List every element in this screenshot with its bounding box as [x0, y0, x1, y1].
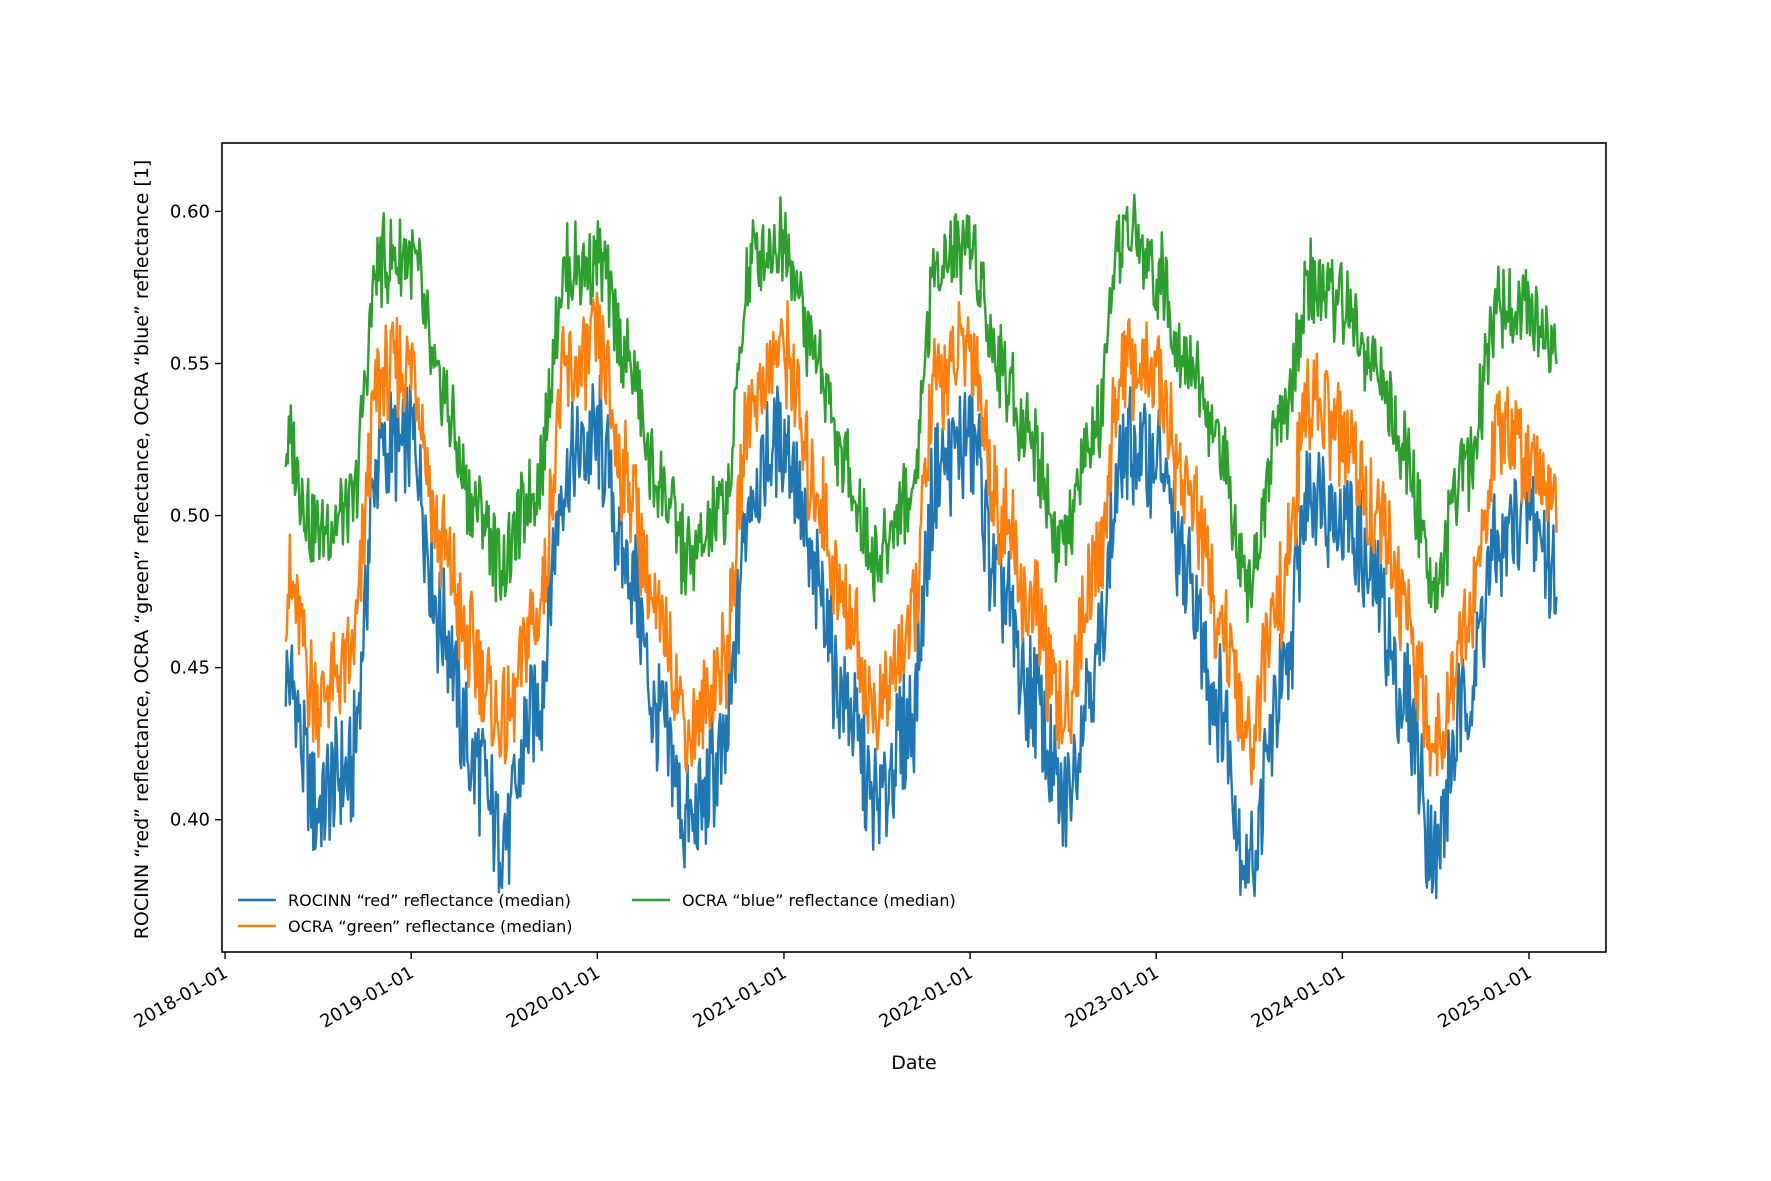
series-layer [284, 193, 1558, 900]
y-tick-label: 0.50 [170, 506, 210, 527]
y-tick-label: 0.45 [170, 658, 210, 679]
y-tick-label: 0.60 [170, 201, 210, 222]
series-line-2 [284, 291, 1558, 786]
y-axis-label: ROCINN “red” reflectance, OCRA “green” r… [131, 160, 153, 940]
y-tick-label: 0.40 [170, 810, 210, 831]
series-line-1 [284, 374, 1558, 900]
y-tick-label: 0.55 [170, 353, 210, 374]
legend-entry-label: OCRA “blue” reflectance (median) [682, 891, 956, 910]
x-axis-label: Date [891, 1052, 936, 1074]
legend: ROCINN “red” reflectance (median) OCRA “g… [238, 891, 956, 936]
y-axis: 0.40 0.45 0.50 0.55 0.60 [170, 201, 222, 831]
series-line-3 [284, 193, 1558, 623]
plot-frame [221, 142, 1607, 953]
legend-entry-label: ROCINN “red” reflectance (median) [288, 891, 571, 910]
legend-entry-label: OCRA “green” reflectance (median) [288, 917, 572, 936]
